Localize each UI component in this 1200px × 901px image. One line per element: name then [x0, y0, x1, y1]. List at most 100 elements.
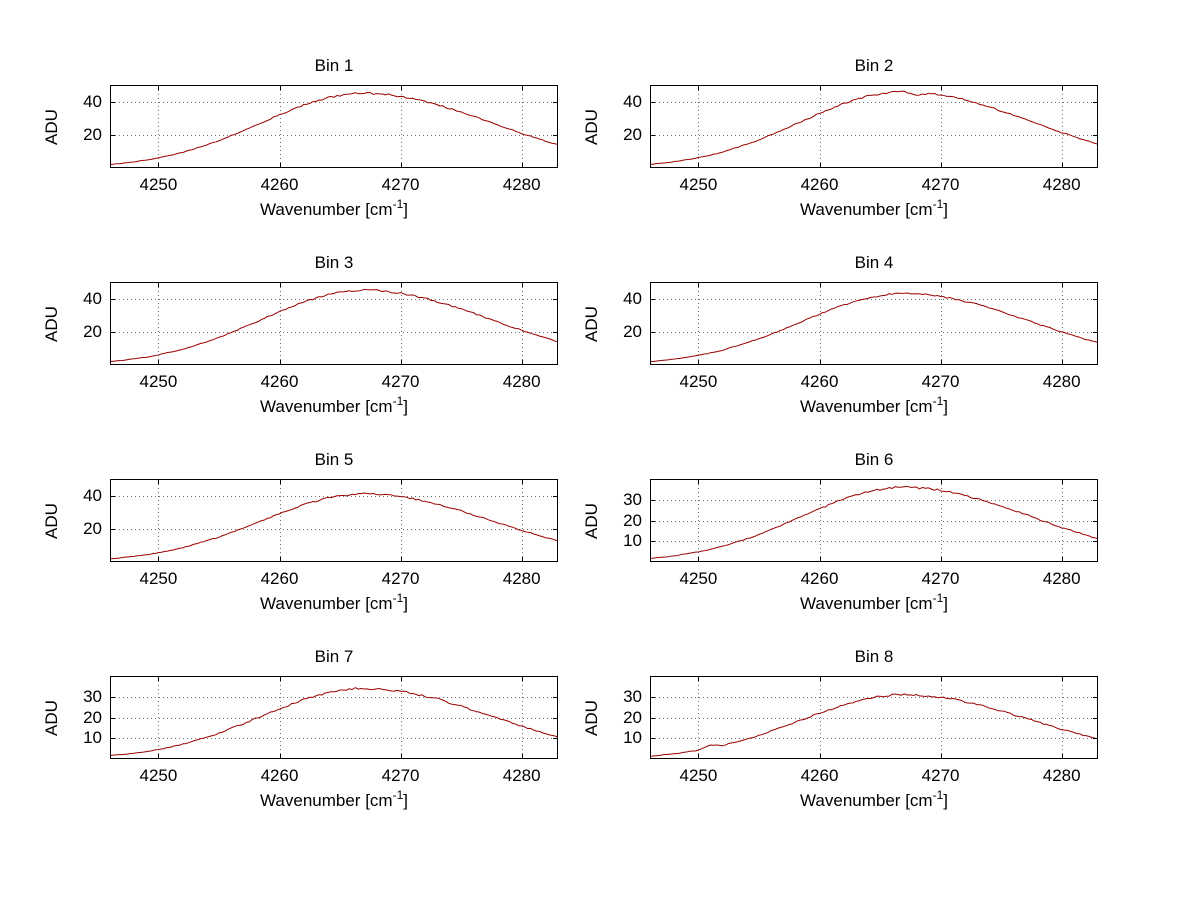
y-tick-label: 20	[83, 707, 102, 727]
x-tick-label: 4260	[260, 569, 299, 588]
x-axis-label: Wavenumber [cm-1]	[650, 788, 1098, 811]
x-tick-label: 4250	[679, 372, 718, 391]
plot-area-bin-3	[110, 282, 558, 365]
plot-area-bin-6	[650, 479, 1098, 562]
subplot-title: Bin 7	[314, 647, 354, 666]
plot-area-bin-5	[110, 479, 558, 562]
y-tick-label: 20	[83, 518, 102, 538]
subplot-bin-7: Bin 7 ADU 10 20 30 4250 4260 4270 4280 Wavenumber…	[10, 644, 568, 819]
x-axis-label-close: ]	[943, 397, 948, 416]
x-tick-label: 4260	[260, 766, 299, 785]
x-axis-label: Wavenumber [cm-1]	[110, 788, 558, 811]
x-tick-label: 4260	[800, 766, 839, 785]
y-tick-label: 20	[623, 707, 642, 727]
subplot-bin-1: Bin 1 ADU 20 40 4250 4260 4270 4280 Wavenumber […	[10, 53, 568, 228]
x-axis-label: Wavenumber [cm-1]	[110, 197, 558, 220]
y-tick-label: 30	[83, 686, 102, 706]
x-tick-label: 4270	[381, 175, 420, 194]
x-axis-label-superscript: -1	[392, 788, 404, 802]
x-axis-label-main: Wavenumber [cm	[260, 397, 393, 416]
y-tick-label: 20	[83, 124, 102, 144]
x-axis-label-superscript: -1	[932, 591, 944, 605]
x-tick-label: 4260	[800, 372, 839, 391]
x-axis-label-main: Wavenumber [cm	[800, 791, 933, 810]
x-axis-label: Wavenumber [cm-1]	[110, 394, 558, 417]
x-tick-label: 4260	[800, 175, 839, 194]
subplot-title: Bin 8	[854, 647, 894, 666]
y-tick-label: 40	[83, 288, 102, 308]
x-tick-label: 4270	[921, 766, 960, 785]
subplot-title: Bin 6	[854, 450, 894, 469]
x-axis-label-close: ]	[403, 397, 408, 416]
y-tick-label: 40	[623, 91, 642, 111]
plot-area-bin-7	[110, 676, 558, 759]
x-axis-label-superscript: -1	[392, 197, 404, 211]
y-tick-label: 40	[83, 91, 102, 111]
plot-area-bin-1	[110, 85, 558, 168]
x-tick-label: 4280	[1042, 175, 1081, 194]
y-tick-label: 10	[623, 531, 642, 551]
x-axis-label-close: ]	[943, 791, 948, 810]
subplot-bin-4: Bin 4 ADU 20 40 4250 4260 4270 4280 Wavenumber […	[550, 250, 1108, 425]
subplot-title: Bin 3	[314, 253, 354, 272]
x-axis-label: Wavenumber [cm-1]	[650, 197, 1098, 220]
x-tick-label: 4270	[381, 372, 420, 391]
y-tick-label: 20	[623, 510, 642, 530]
subplot-bin-8: Bin 8 ADU 10 20 30 4250 4260 4270 4280 Wavenumber…	[550, 644, 1108, 819]
y-tick-label: 20	[623, 124, 642, 144]
x-axis-label-superscript: -1	[392, 394, 404, 408]
x-axis-label-main: Wavenumber [cm	[800, 200, 933, 219]
x-tick-label: 4250	[679, 766, 718, 785]
x-tick-label: 4250	[139, 372, 178, 391]
y-tick-label: 10	[83, 728, 102, 748]
subplot-bin-6: Bin 6 ADU 10 20 30 4250 4260 4270 4280 Wavenumber…	[550, 447, 1108, 622]
x-tick-label: 4250	[139, 569, 178, 588]
y-tick-label: 20	[83, 321, 102, 341]
x-tick-label: 4280	[1042, 372, 1081, 391]
plot-area-bin-2	[650, 85, 1098, 168]
x-tick-label: 4280	[502, 766, 541, 785]
subplot-bin-2: Bin 2 ADU 20 40 4250 4260 4270 4280 Wavenumber […	[550, 53, 1108, 228]
subplot-title: Bin 2	[854, 56, 894, 75]
y-tick-label: 20	[623, 321, 642, 341]
x-tick-label: 4270	[921, 372, 960, 391]
x-axis-label-close: ]	[403, 200, 408, 219]
y-tick-label: 10	[623, 728, 642, 748]
y-tick-label: 40	[83, 485, 102, 505]
x-axis-label-close: ]	[943, 200, 948, 219]
x-axis-label-superscript: -1	[932, 394, 944, 408]
x-axis-label-close: ]	[403, 791, 408, 810]
x-axis-label-superscript: -1	[932, 197, 944, 211]
subplot-bin-5: Bin 5 ADU 20 40 4250 4260 4270 4280 Wavenumber […	[10, 447, 568, 622]
x-tick-label: 4270	[921, 569, 960, 588]
x-tick-label: 4260	[260, 175, 299, 194]
x-tick-label: 4270	[921, 175, 960, 194]
x-axis-label-close: ]	[403, 594, 408, 613]
x-axis-label-superscript: -1	[932, 788, 944, 802]
x-axis-label-close: ]	[943, 594, 948, 613]
x-tick-label: 4250	[679, 569, 718, 588]
x-axis-label: Wavenumber [cm-1]	[650, 394, 1098, 417]
x-axis-label-main: Wavenumber [cm	[800, 397, 933, 416]
y-tick-label: 40	[623, 288, 642, 308]
subplot-title: Bin 4	[854, 253, 894, 272]
x-axis-label-main: Wavenumber [cm	[800, 594, 933, 613]
x-tick-label: 4270	[381, 569, 420, 588]
subplot-title: Bin 5	[314, 450, 354, 469]
x-tick-label: 4250	[679, 175, 718, 194]
x-tick-label: 4280	[502, 175, 541, 194]
plot-area-bin-8	[650, 676, 1098, 759]
x-tick-label: 4280	[502, 372, 541, 391]
x-tick-label: 4280	[502, 569, 541, 588]
subplot-title: Bin 1	[314, 56, 354, 75]
x-axis-label-main: Wavenumber [cm	[260, 594, 393, 613]
x-axis-label-main: Wavenumber [cm	[260, 791, 393, 810]
x-tick-label: 4280	[1042, 569, 1081, 588]
x-axis-label-superscript: -1	[392, 591, 404, 605]
x-tick-label: 4260	[260, 372, 299, 391]
y-tick-label: 30	[623, 489, 642, 509]
x-tick-label: 4280	[1042, 766, 1081, 785]
x-tick-label: 4260	[800, 569, 839, 588]
plot-area-bin-4	[650, 282, 1098, 365]
